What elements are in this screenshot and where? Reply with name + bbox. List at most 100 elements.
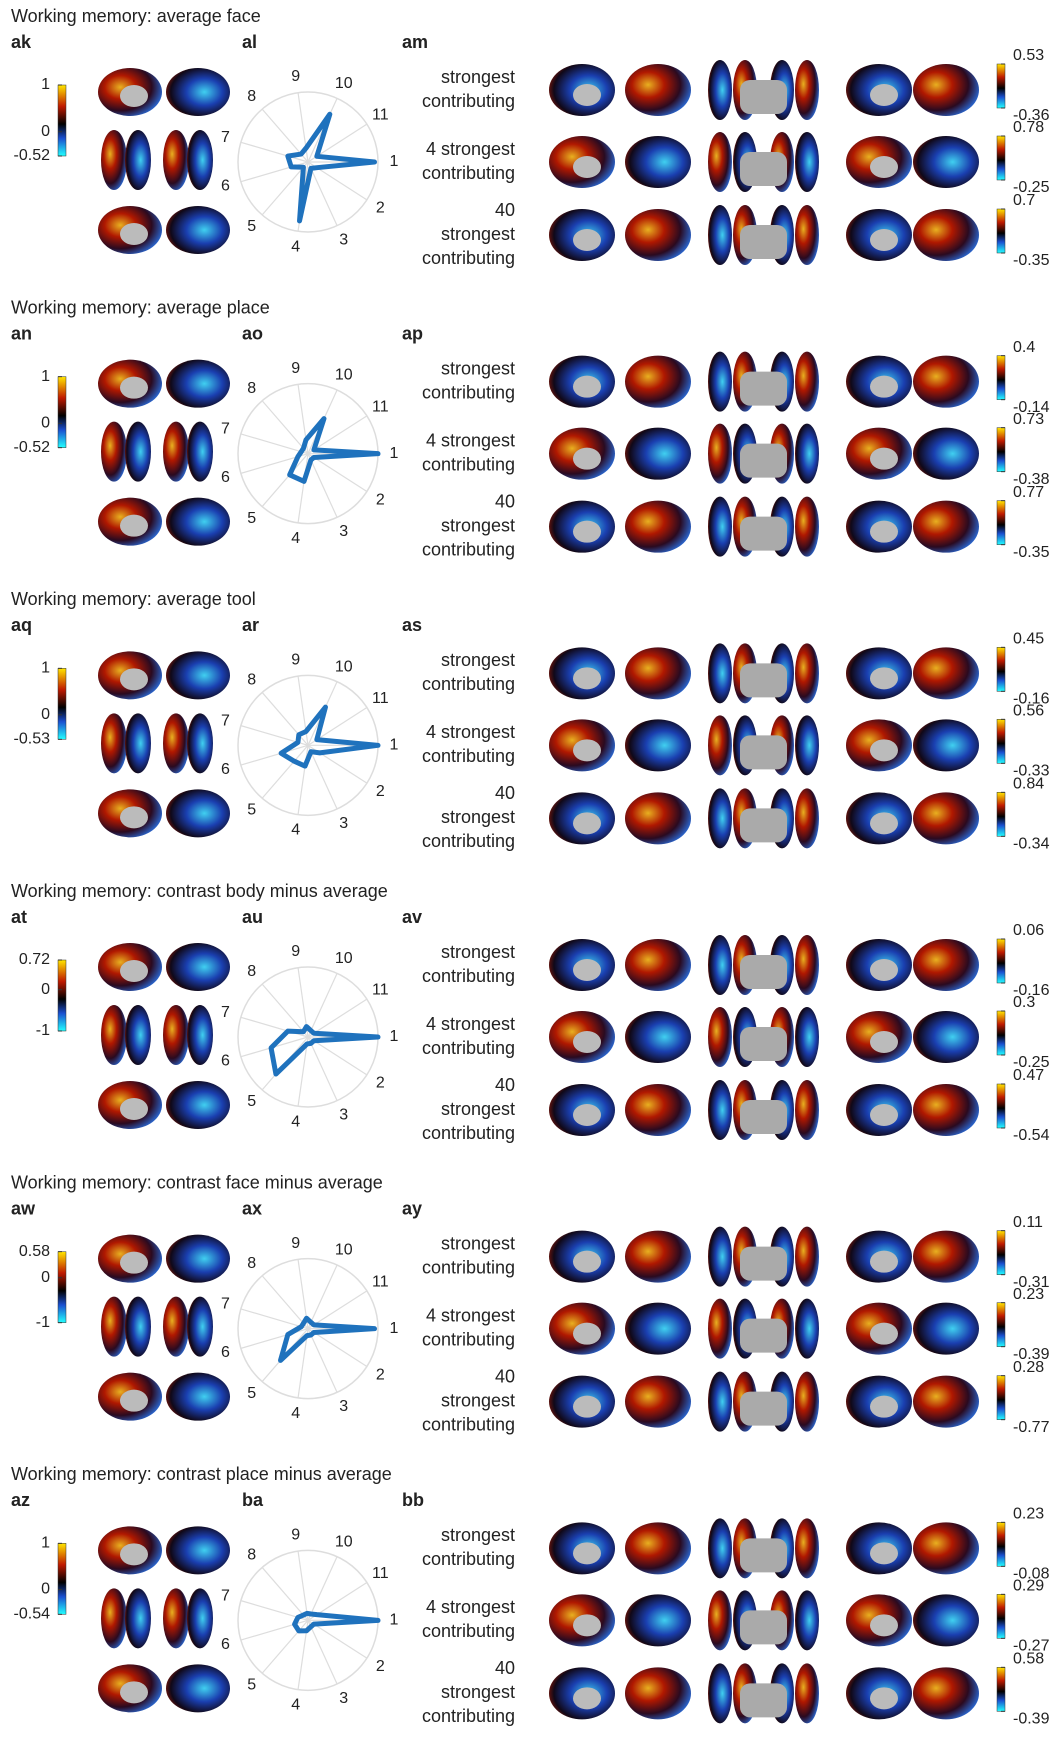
brain-stem (740, 517, 787, 551)
brain-view (913, 501, 979, 553)
panel-letter: al (242, 32, 257, 52)
radar-axis-label: 4 (291, 238, 300, 255)
row-label: strongest (441, 224, 515, 244)
brain-view (625, 428, 691, 480)
colorbar-label: 0.28 (1013, 1359, 1044, 1376)
brain-medial (870, 1542, 898, 1564)
panel-letter: an (11, 323, 32, 343)
colorbar-label: -0.54 (14, 1606, 51, 1623)
brain-view (625, 209, 691, 261)
row-label: contributing (422, 966, 515, 986)
radar-axis-label: 3 (339, 1106, 348, 1123)
panel-title: Working memory: contrast face minus aver… (11, 1172, 383, 1192)
colorbar-label: 1 (41, 660, 50, 677)
radar-axis-label: 9 (291, 1526, 300, 1543)
brain-view (795, 205, 819, 265)
brain-view (166, 651, 230, 699)
radar-line (288, 114, 375, 221)
brain-medial (573, 667, 601, 689)
radar-axis-label: 1 (390, 1320, 399, 1337)
radar-axis-label: 7 (221, 1004, 230, 1021)
radar-axis-label: 7 (221, 1587, 230, 1604)
brain-stem (740, 1538, 787, 1572)
colorbar-label: -0.34 (1013, 836, 1050, 853)
brain-medial (870, 84, 898, 106)
row-label: 40 (495, 491, 515, 511)
brain-medial (120, 1098, 148, 1120)
brain-stem (740, 1027, 787, 1061)
radar-axis-label: 11 (372, 107, 389, 124)
radar-axis-label: 10 (335, 367, 353, 384)
brain-view (187, 130, 213, 190)
colorbar-label: -1 (36, 1314, 50, 1331)
colorbar-label: 0.4 (1013, 339, 1035, 356)
brain-stem (740, 1319, 787, 1353)
brain-stem (740, 1100, 787, 1134)
panel-letter: ak (11, 32, 32, 52)
radar-axis-label: 2 (376, 1366, 385, 1383)
brain-view (625, 1084, 691, 1136)
brain-view (166, 1235, 230, 1283)
brain-view (708, 132, 732, 192)
colorbar (58, 960, 66, 1031)
row-label: contributing (422, 674, 515, 694)
brain-view (125, 1005, 151, 1065)
brain-medial (870, 448, 898, 470)
brain-view (708, 1080, 732, 1140)
brain-view (913, 647, 979, 699)
brain-medial (120, 960, 148, 982)
radar-line (290, 419, 378, 482)
row-label: contributing (422, 1706, 515, 1726)
colorbar (997, 1522, 1005, 1566)
panel: Working memory: contrast place minus ave… (11, 1464, 1050, 1727)
colorbar-label: -0.77 (1013, 1419, 1050, 1436)
brain-view (101, 130, 127, 190)
panel: Working memory: average placeanaoap10-0.… (11, 297, 1050, 560)
colorbar-label: 0.56 (1013, 703, 1044, 720)
brain-medial (870, 1031, 898, 1053)
row-label: contributing (422, 1038, 515, 1058)
brain-view (125, 1588, 151, 1648)
colorbar-label: 0.78 (1013, 119, 1044, 136)
row-label: 4 strongest (426, 1597, 515, 1617)
brain-medial (870, 156, 898, 178)
radar-axis-label: 5 (247, 1385, 256, 1402)
brain-view (187, 1588, 213, 1648)
brain-view (625, 719, 691, 771)
row-label: 40 (495, 1366, 515, 1386)
brain-stem (740, 955, 787, 989)
brain-view (795, 935, 819, 995)
brain-medial (573, 1323, 601, 1345)
row-label: contributing (422, 1329, 515, 1349)
brain-view (708, 788, 732, 848)
brain-medial (870, 959, 898, 981)
radar-axis-label: 7 (221, 712, 230, 729)
radar-axis-label: 9 (291, 1235, 300, 1252)
brain-view (795, 788, 819, 848)
brain-medial (573, 521, 601, 543)
radar-axis-label: 5 (247, 802, 256, 819)
brain-view (913, 719, 979, 771)
brain-stem (740, 808, 787, 842)
brain-view (163, 130, 189, 190)
radar-axis-label: 11 (372, 1273, 389, 1290)
brain-view (163, 422, 189, 482)
radar-axis-label: 1 (390, 1028, 399, 1045)
colorbar (58, 1543, 66, 1614)
radar-axis-label: 10 (335, 1533, 353, 1550)
colorbar (997, 1231, 1005, 1275)
colorbar-label: 0.23 (1013, 1286, 1044, 1303)
brain-stem (740, 1610, 787, 1644)
brain-view (795, 715, 819, 775)
brain-view (708, 1299, 732, 1359)
brain-medial (573, 1104, 601, 1126)
row-label: contributing (422, 1549, 515, 1569)
row-label: strongest (441, 650, 515, 670)
brain-view (125, 713, 151, 773)
radar-axis-label: 6 (221, 177, 230, 194)
brain-view (795, 643, 819, 703)
row-label: strongest (441, 67, 515, 87)
radar-axis-label: 5 (247, 1677, 256, 1694)
brain-medial (573, 739, 601, 761)
row-label: contributing (422, 248, 515, 268)
